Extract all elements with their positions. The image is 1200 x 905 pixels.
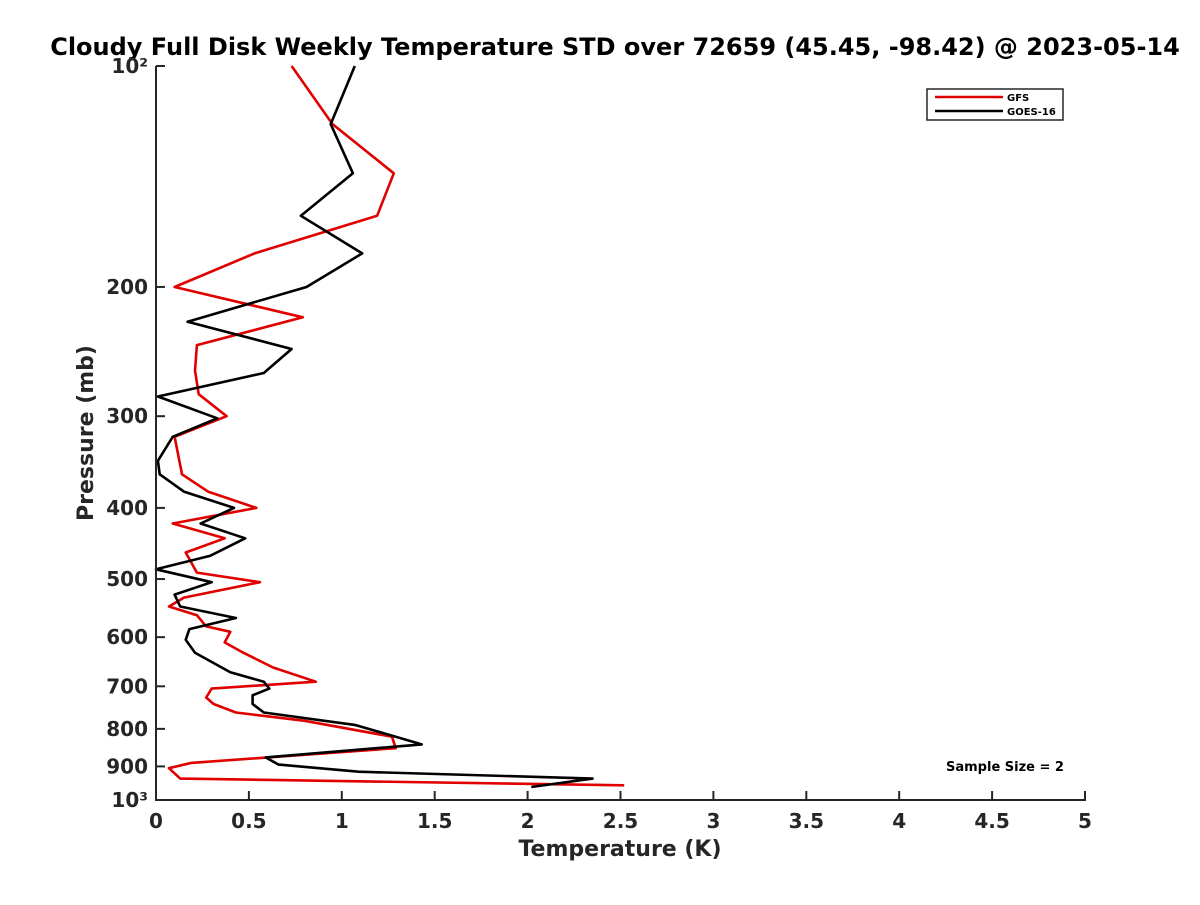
y-tick-label: 500 <box>106 567 148 591</box>
legend-entry-goes-16: GOES-16 <box>1007 107 1056 118</box>
x-tick-label: 3.5 <box>789 809 824 833</box>
x-tick-label: 2 <box>521 809 535 833</box>
x-tick-label: 5 <box>1078 809 1092 833</box>
y-tick-label: 10³ <box>111 788 148 812</box>
x-tick-label: 2.5 <box>603 809 638 833</box>
plot-left-spine <box>155 66 157 801</box>
x-tick-label: 0.5 <box>231 809 266 833</box>
y-tick-label: 300 <box>106 404 148 428</box>
x-tick-label: 4 <box>892 809 906 833</box>
y-tick-label: 700 <box>106 674 148 698</box>
y-tick-label: 10² <box>111 54 148 78</box>
y-tick-label: 600 <box>106 625 148 649</box>
series-line-gfs <box>167 65 625 787</box>
x-tick-label: 4.5 <box>974 809 1009 833</box>
chart-title: Cloudy Full Disk Weekly Temperature STD … <box>50 33 1180 61</box>
series-line-goes-16 <box>154 65 594 789</box>
x-axis-ticks: 0 0.5 1 1.5 2 2.5 3 3.5 4 4.5 5 <box>149 791 1092 833</box>
legend-entry-gfs: GFS <box>1007 93 1029 104</box>
x-axis-label: Temperature (K) <box>518 837 721 862</box>
y-tick-label: 800 <box>106 717 148 741</box>
y-tick-label: 400 <box>106 496 148 520</box>
x-tick-label: 0 <box>149 809 163 833</box>
y-tick-label: 900 <box>106 754 148 778</box>
x-tick-label: 1 <box>335 809 349 833</box>
x-tick-label: 3 <box>706 809 720 833</box>
plot-lines <box>154 65 625 789</box>
sample-size-annotation: Sample Size = 2 <box>946 760 1064 775</box>
y-axis-ticks: 10² 200 300 400 500 600 700 800 900 10³ <box>106 54 165 812</box>
legend: GFS GOES-16 <box>926 88 1064 121</box>
legend-box <box>926 88 1064 121</box>
y-tick-label: 200 <box>106 275 148 299</box>
y-axis-label: Pressure (mb) <box>74 345 99 521</box>
x-tick-label: 1.5 <box>417 809 452 833</box>
